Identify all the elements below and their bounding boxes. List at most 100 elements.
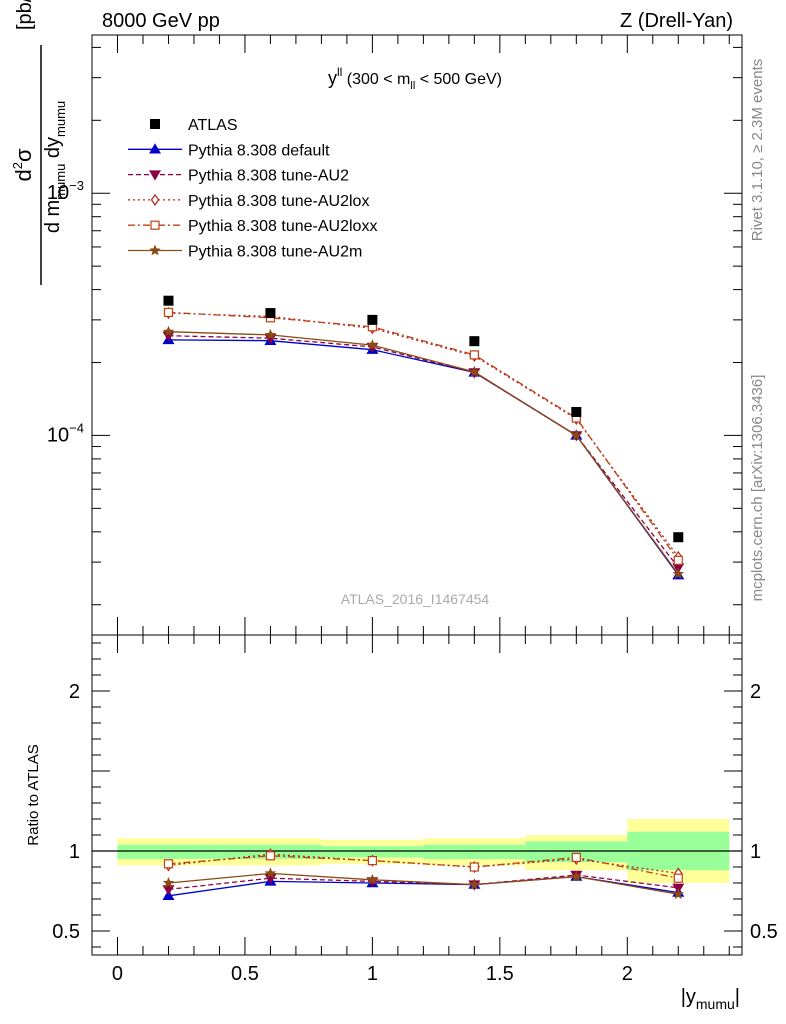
main-line-au2m [168,331,679,575]
y-axis-denom-d1: d m [42,200,64,233]
ratio-band-inner [117,844,220,859]
legend-marker-au2lox [150,193,160,206]
main-y-tick-label: 10−4 [47,420,84,446]
x-axis-label-close: | [735,986,740,1008]
ratio-panel: 0.5 0.5 1 1 2 2 [52,634,778,956]
plot-title: yll (300 < mll < 500 GeV) [328,65,502,92]
y-axis-numer-sup: 2 [10,162,25,169]
y-axis-unit: [pb/GeV] [14,0,36,30]
ratio-y-tick-label: 0.5 [52,921,80,943]
y-axis-denom-d2: dy [42,137,64,164]
ratio-point-au2loxx [469,862,479,872]
y-axis-numerator: d2σ [10,148,36,181]
main-point-atlas [367,314,378,325]
main-point-au2loxx [673,555,683,565]
ratio-point-au2m [468,878,481,890]
x-tick-label: 1 [367,963,378,985]
ratio-y-tick-label: 1 [69,841,80,863]
main-point-au2m [162,325,175,337]
main-line-au2lox [168,312,679,558]
y-axis-numer-sigma: σ [11,148,36,162]
main-point-atlas [469,336,480,347]
main-point-au2m [570,429,582,441]
main-point-au2 [162,331,175,342]
y-axis-denom-sub2: mumu [53,101,68,137]
x-axis-label: |ymumu| [681,986,740,1012]
y-axis-denominator: d mmumu dymumu [42,101,68,233]
main-line-default [168,339,679,576]
x-axis-label-open: |y [681,986,696,1008]
ratio-point-au2m [264,867,277,879]
main-point-atlas [163,295,174,306]
ratio-line-au2loxx [168,855,679,879]
plot-title-range-open: (300 < m [342,71,410,88]
main-point-atlas [265,308,276,319]
plot-title-range-sub: ll [410,80,415,92]
ratio-point-au2m [570,870,582,882]
plot-title-range-close: < 500 GeV) [415,71,502,88]
x-axis-label-sub: mumu [696,996,735,1012]
main-point-au2m [264,328,277,340]
ratio-y-tick-label-right: 0.5 [750,921,778,943]
legend-marker-au2loxx [150,220,160,230]
ratio-band-inner [321,846,424,858]
legend-label-default: Pythia 8.308 default [188,142,330,159]
legend-marker-atlas [150,119,160,129]
y-axis-denom-sub1: mumu [53,164,68,200]
ratio-band-inner [525,841,628,863]
main-point-atlas [673,532,684,543]
x-tick-label: 2 [622,963,633,985]
y-axis-numer-d: d [11,169,36,181]
x-tick-label: 0 [112,963,123,985]
plot-title-main-sup: ll [337,65,342,79]
ratio-bands [92,819,742,883]
main-point-au2m [468,365,481,377]
ratio-y-tick-label-right: 1 [750,841,761,863]
main-point-au2m [672,568,684,579]
legend-label-au2loxx: Pythia 8.308 tune-AU2loxx [188,218,377,235]
main-point-atlas [571,406,582,417]
legend-label-au2lox: Pythia 8.308 tune-AU2lox [188,193,369,210]
ratio-line-au2 [168,874,679,891]
ratio-y-tick-label: 2 [69,681,80,703]
main-point-au2m [366,339,379,350]
ratio-y-tick-label-right: 2 [750,681,761,703]
main-point-au2loxx [469,350,479,360]
ratio-point-au2loxx [673,873,683,883]
rivet-label: Rivet 3.1.10, ≥ 2.3M events [749,59,766,242]
main-y-tick-base: 10 [47,424,69,446]
main-panel: 10−410−3 ATLAS_2016_I1467454 [47,34,743,636]
ratio-point-au2loxx [265,851,276,861]
header-right: Z (Drell-Yan) [620,10,733,32]
x-tick-label: 1.5 [486,963,514,985]
header-left: 8000 GeV pp [102,10,220,32]
legend: ATLAS Pythia 8.308 default Pythia 8.308 tu… [128,117,377,261]
main-point-au2 [264,334,277,345]
ratio-point-au2loxx [571,852,581,863]
main-ticks: 10−410−3 [47,35,742,635]
main-y-tick-exp: −4 [69,420,84,435]
legend-marker-au2 [149,170,161,181]
y-axis-label: d2σ d mmumu dymumu [pb/GeV] [10,0,68,285]
legend-marker-default [149,143,161,154]
legend-marker-au2m [149,244,161,256]
ratio-point-au2loxx [163,859,174,869]
ratio-band-inner [423,844,526,859]
main-y-tick-exp: −3 [69,178,84,193]
x-tick-label: 0.5 [231,963,259,985]
main-y-tick-base: 10 [47,182,69,204]
ratio-point-au2m [672,888,684,900]
plot-title-main: y [328,68,337,88]
ratio-point-au2loxx [367,855,377,866]
main-point-au2loxx [163,307,174,318]
legend-label-au2m: Pythia 8.308 tune-AU2m [188,244,362,261]
ratio-point-au2 [162,885,175,896]
main-curves [162,295,685,580]
watermark: ATLAS_2016_I1467454 [341,591,490,607]
ratio-point-au2m [366,873,379,885]
ratio-frame [91,634,743,956]
legend-label-atlas: ATLAS [188,117,238,134]
ratio-line-default [168,875,679,897]
ratio-line-au2m [168,872,679,895]
legend-label-au2: Pythia 8.308 tune-AU2 [188,168,349,185]
